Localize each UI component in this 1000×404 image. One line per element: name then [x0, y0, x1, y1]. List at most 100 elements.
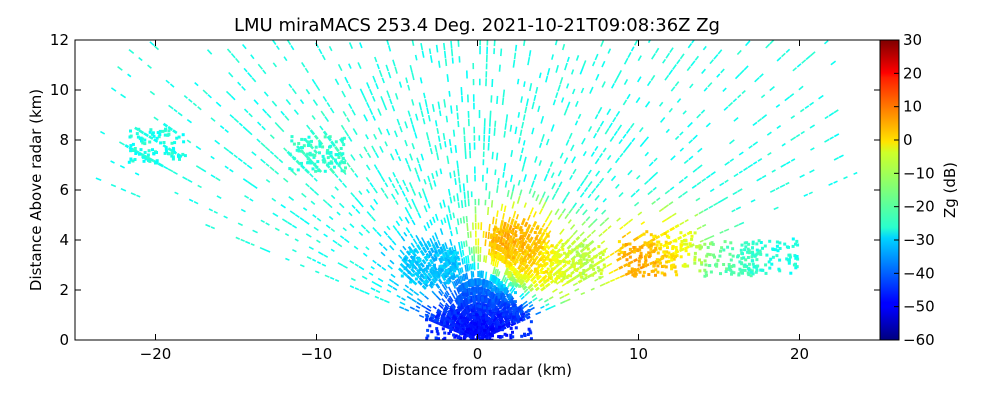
radar-gate [653, 249, 656, 252]
radar-gate [537, 241, 540, 244]
radar-gate [628, 170, 632, 175]
radar-gate [456, 328, 459, 331]
radar-gate [656, 48, 659, 53]
radar-gate [377, 64, 379, 69]
radar-gate [578, 114, 580, 119]
radar-gate [591, 261, 594, 264]
radar-gate [560, 279, 563, 282]
radar-gate [148, 65, 152, 68]
radar-gate [660, 102, 663, 106]
radar-gate [450, 239, 452, 245]
radar-gate [515, 326, 518, 329]
radar-gate [487, 291, 490, 294]
radar-gate [690, 84, 693, 88]
radar-gate [498, 271, 500, 276]
radar-gate [173, 172, 177, 174]
radar-gate [768, 153, 772, 155]
radar-gate [266, 180, 270, 183]
radar-gate [654, 158, 657, 161]
radar-gate [720, 232, 724, 234]
radar-gate [424, 226, 426, 231]
radar-gate [273, 40, 276, 45]
radar-gate [451, 41, 452, 49]
radar-gate [254, 100, 258, 105]
radar-gate [330, 162, 333, 165]
radar-gate [788, 260, 791, 263]
radar-gate [725, 180, 729, 182]
radar-gate [777, 57, 781, 61]
radar-gate [717, 74, 720, 77]
radar-gate [635, 40, 638, 45]
radar-gate [464, 241, 465, 247]
radar-gate [540, 73, 541, 78]
radar-gate [193, 103, 196, 106]
radar-gate [536, 312, 541, 314]
radar-gate [453, 58, 454, 64]
radar-gate [605, 218, 609, 222]
radar-gate [390, 260, 394, 264]
radar-gate [786, 162, 790, 164]
radar-gate [343, 111, 346, 116]
radar-gate [437, 128, 438, 134]
radar-gate [544, 242, 547, 245]
radar-gate [451, 324, 454, 327]
radar-gate [350, 261, 354, 264]
radar-gate [600, 284, 605, 286]
radar-gate [158, 164, 163, 167]
radar-gate [467, 264, 468, 272]
radar-gate [216, 178, 221, 181]
radar-gate [623, 148, 627, 153]
radar-gate [408, 165, 411, 172]
radar-gate [381, 188, 384, 193]
radar-gate [800, 175, 805, 177]
radar-gate [684, 160, 688, 163]
radar-gate [591, 152, 594, 157]
radar-gate [600, 272, 603, 275]
radar-gate [603, 264, 606, 267]
radar-gate [664, 232, 667, 235]
radar-gate [584, 274, 587, 277]
radar-gate [453, 213, 454, 219]
radar-gate [423, 118, 424, 124]
radar-gate [443, 272, 446, 275]
radar-gate [395, 67, 397, 74]
radar-gate [436, 171, 437, 177]
radar-gate [647, 273, 650, 276]
radar-gate [467, 223, 468, 231]
radar-gate [700, 246, 703, 249]
radar-gate [312, 79, 315, 84]
radar-gate [587, 234, 591, 237]
radar-gate [417, 299, 422, 302]
radar-gate [264, 92, 268, 96]
radar-gate [559, 292, 562, 294]
radar-gate [739, 223, 744, 225]
radar-gate [589, 126, 592, 131]
radar-gate [217, 196, 221, 198]
radar-gate [533, 281, 536, 284]
radar-gate [231, 54, 235, 58]
radar-gate [293, 157, 296, 160]
radar-gate [653, 187, 656, 190]
x-tick-label: −10 [301, 345, 333, 363]
radar-gate [422, 51, 423, 58]
colorbar-label: Zg (dB) [941, 162, 959, 218]
radar-gate [572, 157, 575, 163]
radar-gate [481, 317, 484, 320]
radar-gate [834, 158, 839, 160]
radar-gate [308, 136, 311, 139]
radar-gate [451, 231, 452, 236]
radar-gate [402, 298, 406, 300]
radar-gate [496, 293, 499, 296]
radar-gate [425, 244, 428, 250]
radar-gate [461, 241, 462, 249]
radar-gate [811, 148, 815, 150]
radar-gate [765, 272, 768, 275]
radar-gate [576, 121, 578, 126]
radar-gate [819, 96, 824, 99]
radar-gate [330, 46, 332, 51]
radar-gate [748, 165, 753, 168]
radar-gate [595, 114, 597, 119]
radar-gate [690, 238, 693, 241]
radar-gate [270, 151, 273, 154]
radar-gate [736, 207, 741, 209]
